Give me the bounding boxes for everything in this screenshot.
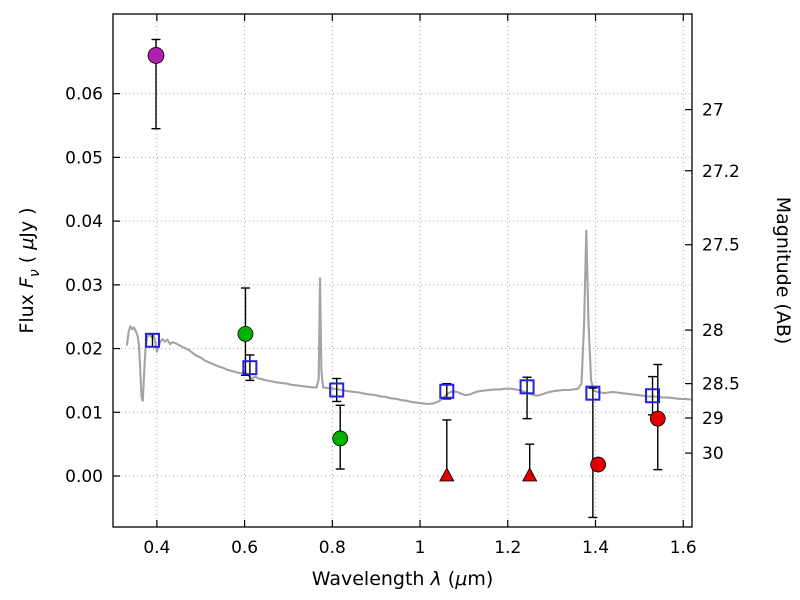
red-circles bbox=[590, 410, 666, 473]
x-tick-label: 1.4 bbox=[582, 538, 609, 558]
ticks bbox=[113, 14, 692, 527]
green-circles-marker bbox=[237, 326, 254, 342]
blue-open-squares bbox=[144, 332, 661, 404]
blue-open-squares-marker bbox=[144, 332, 160, 348]
y-right-tick-label: 27.2 bbox=[702, 162, 740, 182]
blue-open-squares-marker bbox=[242, 360, 258, 376]
red-circles-marker bbox=[649, 410, 666, 427]
green-circles-marker bbox=[332, 430, 349, 447]
blue-open-squares-marker bbox=[519, 379, 535, 395]
y-left-tick-label: 0.06 bbox=[65, 85, 103, 105]
y-left-tick-label: 0.04 bbox=[65, 212, 103, 232]
blue-open-squares-marker bbox=[329, 382, 345, 398]
magenta-circle bbox=[147, 47, 165, 64]
x-tick-label: 1.6 bbox=[670, 538, 697, 558]
x-tick-label: 0.4 bbox=[143, 538, 170, 558]
y-right-tick-label: 27 bbox=[702, 101, 724, 121]
grid bbox=[113, 14, 692, 527]
y-left-tick-label: 0.00 bbox=[65, 467, 103, 487]
blue-open-squares-marker bbox=[585, 385, 601, 401]
y-left-tick-label: 0.01 bbox=[65, 403, 103, 423]
model-sed-line bbox=[125, 229, 692, 406]
y-right-tick-label: 27.5 bbox=[702, 236, 740, 256]
x-tick-label: 0.8 bbox=[319, 538, 346, 558]
blue-open-squares-marker bbox=[439, 383, 455, 399]
y-axis-right-label: Magnitude (AB) bbox=[772, 197, 794, 345]
y-right-tick-label: 28 bbox=[702, 321, 724, 341]
y-right-tick-label: 29 bbox=[702, 409, 724, 429]
x-axis-label: Wavelength λ (μm) bbox=[312, 568, 493, 590]
x-tick-label: 0.6 bbox=[231, 538, 258, 558]
y-axis-left-label: Flux Fν ( μJy ) bbox=[16, 207, 43, 333]
x-tick-label: 1.2 bbox=[494, 538, 521, 558]
y-right-tick-label: 28.5 bbox=[702, 375, 740, 395]
y-left-tick-label: 0.02 bbox=[65, 340, 103, 360]
plot-area bbox=[113, 14, 692, 527]
red-circles-marker bbox=[590, 456, 607, 473]
red-upper-limit-triangles-marker bbox=[439, 467, 455, 482]
y-left-tick-label: 0.03 bbox=[65, 276, 103, 296]
x-tick-label: 1 bbox=[415, 538, 426, 558]
green-circles bbox=[237, 326, 349, 447]
y-left-tick-label: 0.05 bbox=[65, 148, 103, 168]
axes-spines bbox=[112, 13, 693, 528]
y-right-tick-label: 30 bbox=[702, 444, 724, 464]
magenta-circle-marker bbox=[147, 47, 165, 64]
red-upper-limit-triangles-marker bbox=[522, 467, 538, 482]
blue-open-squares-marker bbox=[645, 388, 661, 404]
red-upper-limit-triangles bbox=[439, 467, 538, 482]
